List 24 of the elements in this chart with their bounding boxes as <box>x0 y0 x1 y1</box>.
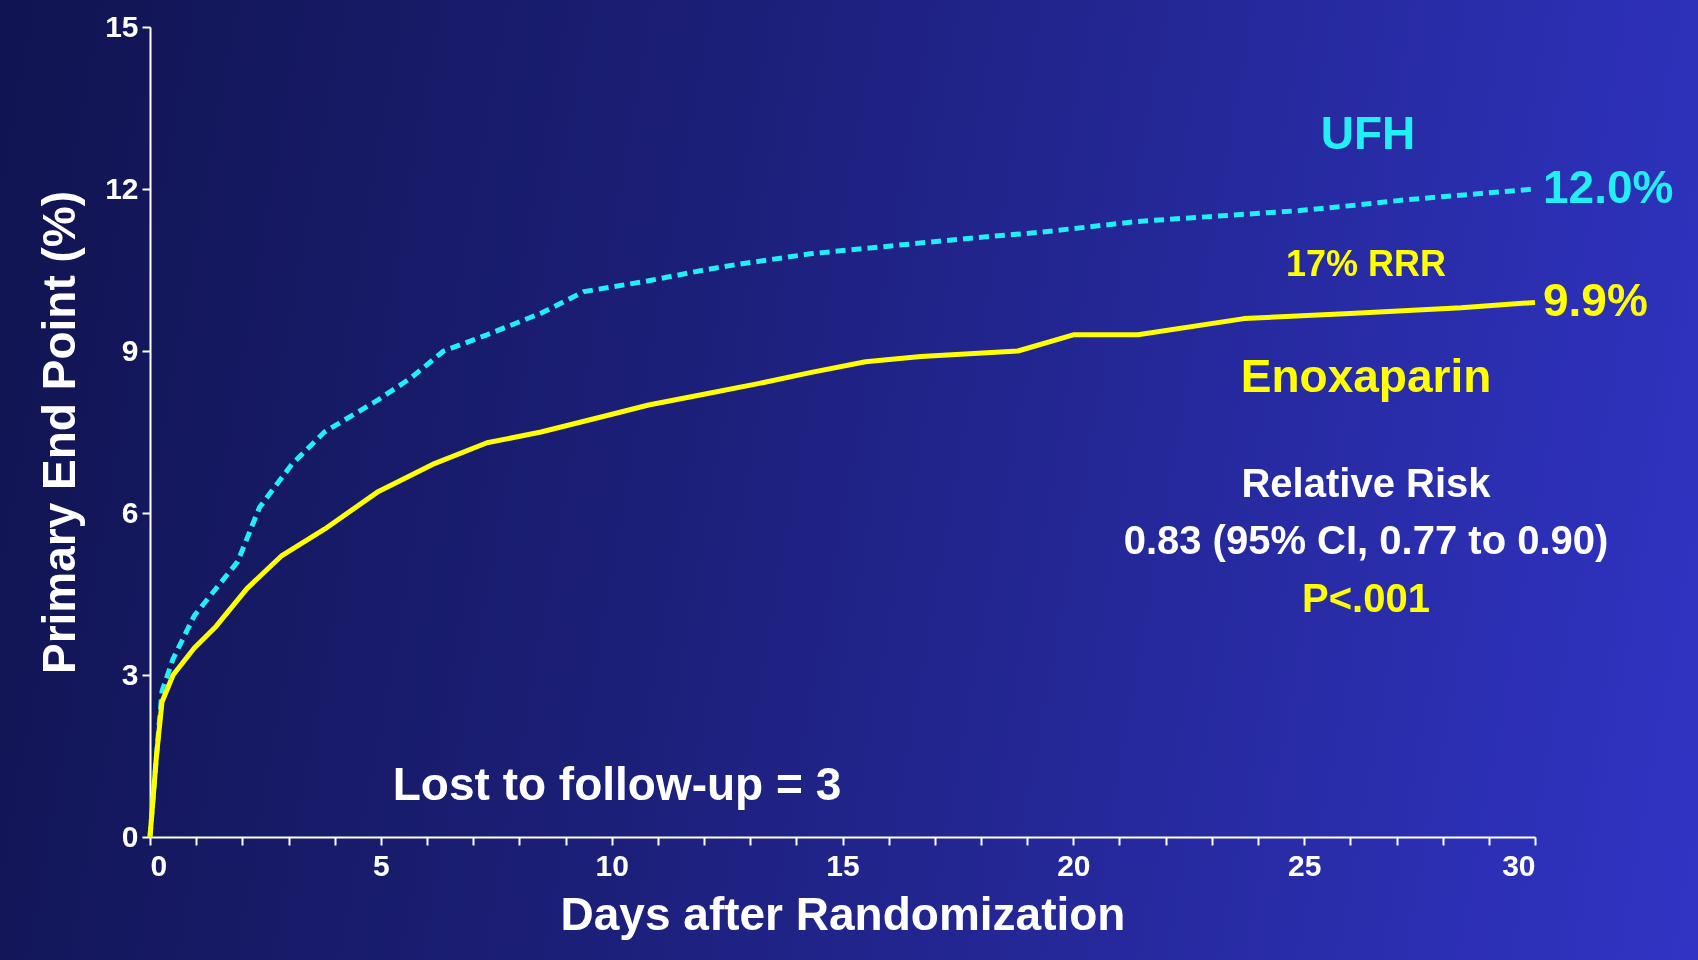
x-tick-label: 25 <box>1287 848 1322 882</box>
y-tick-label: 3 <box>121 657 139 691</box>
y-axis-title: Primary End Point (%) <box>33 190 86 675</box>
y-tick-label: 15 <box>105 9 139 43</box>
annotation: 17% RRR <box>1285 243 1447 284</box>
x-tick-label: 20 <box>1057 848 1091 882</box>
x-axis-title: Days after Randomization <box>560 887 1126 940</box>
x-tick-label: 15 <box>826 848 860 882</box>
x-tick-label: 0 <box>150 848 168 882</box>
y-tick-label: 9 <box>121 333 139 367</box>
x-tick-label: 5 <box>372 848 390 882</box>
annotation: 9.9% <box>1543 274 1648 327</box>
annotation: 12.0% <box>1543 161 1674 213</box>
y-tick-label: 0 <box>121 819 139 853</box>
y-tick-label: 12 <box>105 171 139 205</box>
annotation: 0.83 (95% CI, 0.77 to 0.90) <box>1123 518 1609 562</box>
annotation: Lost to follow-up = 3 <box>392 758 842 810</box>
x-tick-label: 30 <box>1502 848 1536 882</box>
annotation: P<.001 <box>1302 576 1430 620</box>
y-tick-label: 6 <box>121 495 139 529</box>
series-label: Enoxaparin <box>1240 350 1492 402</box>
annotation: Relative Risk <box>1241 461 1492 505</box>
x-tick-label: 10 <box>595 848 629 882</box>
series-label: UFH <box>1320 107 1416 159</box>
